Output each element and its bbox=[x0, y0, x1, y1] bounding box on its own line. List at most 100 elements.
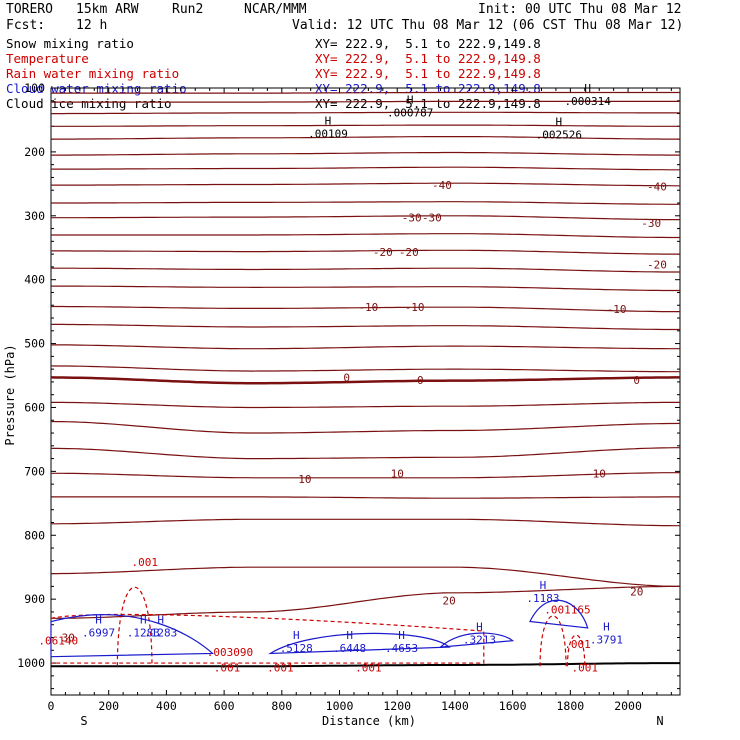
temperature-label: 20 bbox=[630, 585, 643, 598]
x-tick-label: 400 bbox=[156, 699, 177, 713]
north-label: N bbox=[656, 714, 663, 728]
rain-contour bbox=[116, 586, 153, 667]
rain-max-value: .003090 bbox=[207, 646, 253, 659]
temperature-contour bbox=[51, 201, 680, 205]
x-tick-label: 1200 bbox=[383, 699, 411, 713]
cloud-water-max-value: .1283 bbox=[144, 627, 177, 640]
temperature-label: 0 bbox=[633, 374, 640, 387]
y-tick-label: 500 bbox=[24, 337, 45, 351]
forecast-hour: 12 h bbox=[76, 18, 108, 33]
rain-max-value: .06140 bbox=[38, 635, 78, 648]
rain-contour bbox=[566, 634, 586, 667]
x-tick-label: 600 bbox=[214, 699, 235, 713]
grid-spacing: 15km ARW bbox=[76, 2, 139, 17]
org-label: NCAR/MMM bbox=[244, 2, 307, 17]
ground-line bbox=[51, 662, 680, 668]
rain-max-value: .001 bbox=[214, 662, 241, 675]
legend-rain-xy: XY= 222.9, 5.1 to 222.9,149.8 bbox=[315, 66, 541, 81]
temperature-label: -40 bbox=[432, 179, 452, 192]
x-tick-label: 1000 bbox=[326, 699, 354, 713]
temperature-label: 30 bbox=[62, 631, 75, 644]
plot-frame bbox=[50, 87, 681, 696]
x-tick-label: 1400 bbox=[441, 699, 469, 713]
init-time: Init: 00 UTC Thu 08 Mar 12 bbox=[478, 2, 682, 17]
run-label: Run2 bbox=[172, 2, 204, 17]
x-tick-label: 0 bbox=[48, 699, 55, 713]
temperature-contour bbox=[51, 447, 680, 460]
temperature-label: -30 bbox=[402, 212, 422, 225]
y-tick-label: 1000 bbox=[17, 656, 45, 670]
cloud-water-max-value: .1183 bbox=[526, 592, 559, 605]
temperature-contour bbox=[51, 100, 680, 103]
temperature-contour bbox=[51, 136, 680, 140]
y-tick-label: 400 bbox=[24, 273, 45, 287]
temperature-label: -10 bbox=[358, 301, 378, 314]
snow-max-marker: H bbox=[556, 115, 563, 128]
temperature-contour bbox=[51, 518, 680, 527]
temperature-contour bbox=[51, 215, 680, 221]
cloud-water-max-value: .5128 bbox=[280, 642, 313, 655]
legend-snow-xy: XY= 222.9, 5.1 to 222.9,149.8 bbox=[315, 36, 541, 51]
temperature-contour bbox=[51, 91, 680, 94]
temperature-label: -30 bbox=[641, 217, 661, 230]
temperature-contour bbox=[51, 151, 680, 156]
cloud-water-max-marker: H bbox=[95, 614, 102, 627]
x-tick-label: 1800 bbox=[557, 699, 585, 713]
y-tick-label: 300 bbox=[24, 209, 45, 223]
cloud-water-max-marker: H bbox=[140, 614, 147, 627]
x-tick-label: 1600 bbox=[499, 699, 527, 713]
temperature-contour bbox=[51, 344, 680, 350]
snow-max-value: .000787 bbox=[387, 107, 433, 120]
rain-max-value: .001 bbox=[267, 662, 294, 675]
temperature-contour bbox=[51, 166, 680, 171]
temperature-label: 0 bbox=[343, 371, 350, 384]
cloud-water-max-value: .4653 bbox=[385, 642, 418, 655]
y-tick-label: 800 bbox=[24, 528, 45, 542]
legend-cloud-ice-xy: XY= 222.9, 5.1 to 222.9,149.8 bbox=[315, 96, 541, 111]
snow-max-value: .000314 bbox=[564, 95, 611, 108]
cloud-water-contour bbox=[50, 614, 215, 658]
y-tick-label: 900 bbox=[24, 592, 45, 606]
south-label: S bbox=[80, 714, 87, 728]
temperature-contour bbox=[50, 365, 680, 373]
rain-max-value: .001165 bbox=[544, 603, 590, 616]
temperature-contour bbox=[51, 267, 680, 273]
x-tick-label: 200 bbox=[98, 699, 119, 713]
temperature-label: 10 bbox=[391, 467, 404, 480]
cloud-water-max-marker: H bbox=[603, 621, 610, 634]
temperature-contour bbox=[51, 401, 680, 409]
temperature-contour bbox=[51, 233, 680, 239]
temperature-contour bbox=[51, 496, 680, 499]
y-tick-label: 100 bbox=[24, 81, 45, 95]
rain-max-value: .001 bbox=[132, 556, 159, 569]
cloud-water-max-marker: H bbox=[293, 629, 300, 642]
cloud-water-max-marker: H bbox=[346, 629, 353, 642]
temperature-label: -20 bbox=[373, 246, 393, 259]
snow-max-marker: H bbox=[584, 82, 591, 95]
temperature-label: 10 bbox=[593, 467, 606, 480]
x-tick-label: 800 bbox=[271, 699, 292, 713]
cloud-water-max-marker: H bbox=[157, 614, 164, 627]
y-tick-label: 200 bbox=[24, 145, 45, 159]
rain-max-value: .001 bbox=[355, 662, 382, 675]
temperature-label: -10 bbox=[607, 303, 627, 316]
temperature-label: -30 bbox=[422, 212, 442, 225]
legend-snow: Snow mixing ratio bbox=[6, 36, 134, 51]
snow-max-value: .002526 bbox=[536, 128, 582, 141]
temperature-label: 20 bbox=[443, 594, 456, 607]
cloud-water-max-value: .1283 bbox=[127, 627, 160, 640]
snow-max-marker: H bbox=[407, 94, 414, 107]
legend-rain: Rain water mixing ratio bbox=[6, 66, 180, 81]
temperature-contour bbox=[51, 285, 680, 292]
y-tick-label: 600 bbox=[24, 400, 45, 414]
legend-temperature-xy: XY= 222.9, 5.1 to 222.9,149.8 bbox=[315, 51, 541, 66]
valid-time: Valid: 12 UTC Thu 08 Mar 12 (06 CST Thu … bbox=[292, 18, 684, 33]
temperature-contour bbox=[51, 249, 680, 255]
cloud-water-max-value: .6997 bbox=[82, 627, 115, 640]
cloud-water-max-marker: H bbox=[398, 629, 405, 642]
temperature-contour bbox=[51, 111, 680, 115]
temperature-label: -10 bbox=[405, 301, 425, 314]
temperature-contour bbox=[51, 566, 681, 587]
temperature-label: 10 bbox=[298, 473, 311, 486]
